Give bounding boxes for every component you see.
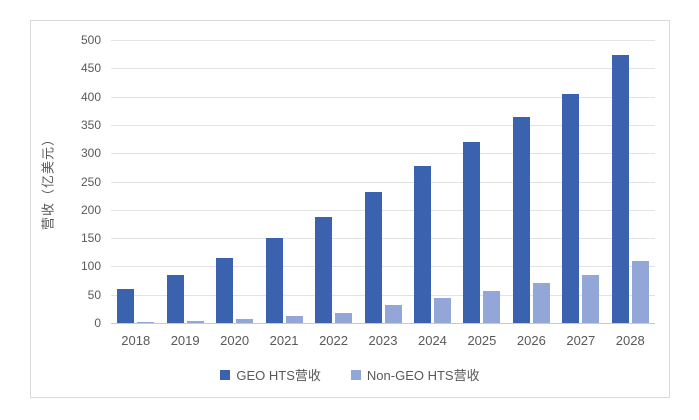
y-tick-label: 100: [80, 259, 101, 274]
x-tick-label-2022: 2022: [319, 333, 348, 348]
y-tick-label: 400: [80, 89, 101, 104]
x-tick-label-2018: 2018: [121, 333, 151, 348]
bar-2018-series-1: [137, 321, 155, 323]
y-tick-label: 0: [94, 316, 101, 330]
bar-2018-series-0: [117, 289, 135, 323]
gridline: [111, 266, 655, 268]
bar-2028-series-0: [611, 55, 629, 323]
gridline: [111, 40, 655, 41]
legend-label: GEO HTS营收: [236, 368, 321, 383]
gridline: [111, 153, 655, 155]
bar-2019-series-1: [186, 320, 204, 323]
y-tick-label: 50: [87, 287, 101, 302]
y-tick-label: 250: [80, 174, 101, 189]
legend: GEO HTS营收 Non-GEO HTS营收: [31, 365, 669, 384]
x-tick-label-2027: 2027: [566, 333, 596, 348]
y-tick-label: 450: [80, 61, 101, 76]
bar-2023-series-0: [364, 191, 382, 323]
legend-item-0: GEO HTS营收: [220, 365, 321, 384]
y-tick-label: 500: [80, 33, 101, 47]
bar-2024-series-1: [433, 298, 451, 323]
bar-2023-series-1: [384, 304, 402, 323]
bar-2024-series-0: [413, 166, 431, 323]
x-tick-label-2024: 2024: [417, 333, 447, 348]
chart-frame: 营收（亿美元） 0 50 100 150 200 250 300 350 400 450 500 2…: [30, 20, 670, 398]
gridline: [111, 96, 655, 98]
bar-2020-series-1: [236, 319, 254, 323]
x-tick-label-2025: 2025: [467, 333, 497, 348]
gridline: [111, 68, 655, 70]
legend-swatch-icon: [350, 369, 361, 380]
bar-2020-series-0: [216, 257, 234, 323]
gridline: [111, 209, 655, 211]
x-tick-label-2023: 2023: [368, 333, 398, 348]
x-axis-line: [111, 323, 655, 324]
bar-2025-series-1: [483, 291, 501, 323]
bar-2025-series-0: [463, 141, 481, 323]
bar-2027-series-1: [582, 275, 600, 323]
x-tick-label-2028: 2028: [615, 333, 645, 348]
x-tick-label-2026: 2026: [516, 333, 546, 348]
bar-2028-series-1: [631, 260, 649, 323]
y-tick-label: 300: [80, 146, 101, 161]
legend-item-1: Non-GEO HTS营收: [350, 365, 480, 384]
y-tick-label: 350: [80, 117, 101, 132]
bar-2021-series-0: [265, 238, 283, 323]
bar-2027-series-0: [562, 93, 580, 323]
y-tick-label: 150: [80, 231, 101, 246]
legend-swatch-icon: [220, 369, 231, 380]
y-tick-label: 200: [80, 202, 101, 217]
gridline: [111, 124, 655, 126]
bar-2022-series-0: [315, 216, 333, 323]
plot-area: [111, 40, 655, 324]
bar-2026-series-0: [512, 116, 530, 323]
gridline: [111, 181, 655, 183]
bar-2019-series-0: [166, 274, 184, 323]
legend-label: Non-GEO HTS营收: [366, 368, 480, 383]
bar-2021-series-1: [285, 316, 303, 323]
x-tick-label-2021: 2021: [269, 333, 299, 348]
bar-2026-series-1: [532, 283, 550, 323]
gridline: [111, 238, 655, 240]
x-tick-label-2019: 2019: [170, 333, 200, 348]
bar-2022-series-1: [335, 312, 353, 323]
gridline: [111, 294, 655, 296]
x-tick-label-2020: 2020: [220, 333, 250, 348]
